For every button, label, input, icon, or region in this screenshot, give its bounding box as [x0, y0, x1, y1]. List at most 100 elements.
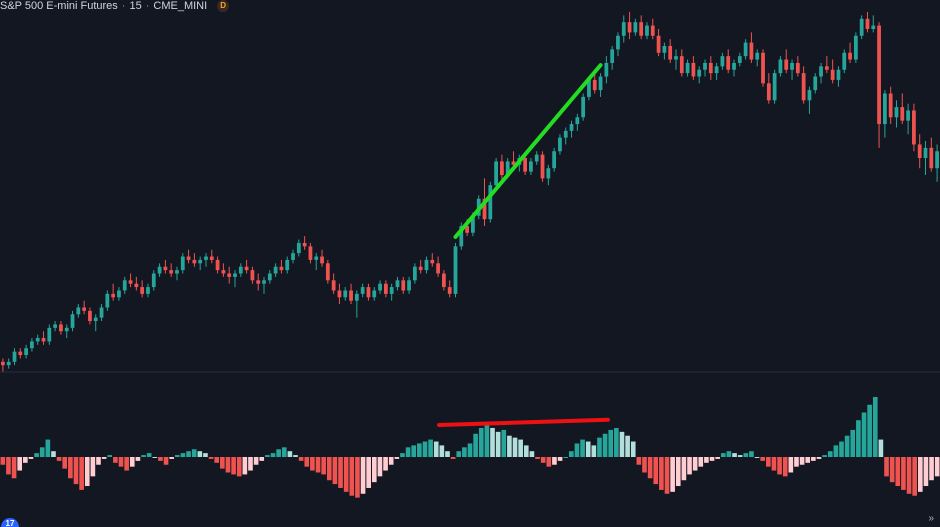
candle-body: [192, 259, 197, 264]
histogram-bar: [709, 457, 715, 461]
histogram-bar: [197, 451, 203, 457]
histogram-bar: [349, 457, 355, 496]
candle-body: [929, 147, 934, 169]
candle-body: [302, 242, 307, 247]
candle-body: [430, 259, 435, 264]
candle-body: [569, 124, 574, 131]
candle-body: [99, 307, 104, 318]
candle-body: [354, 293, 359, 301]
candle-body: [691, 62, 696, 77]
candle-body: [668, 45, 673, 60]
histogram-bar: [456, 451, 462, 457]
candle-body: [801, 73, 806, 101]
price-pane[interactable]: [1, 12, 939, 372]
scroll-to-realtime-icon[interactable]: »: [928, 513, 934, 524]
histogram-bar: [371, 457, 377, 483]
histogram-bar: [726, 451, 732, 457]
candle-body: [819, 66, 823, 77]
candle-body: [848, 52, 852, 60]
histogram-bar: [856, 420, 861, 457]
candle-body: [186, 256, 191, 260]
histogram-bar: [101, 457, 107, 459]
candle-body: [383, 283, 388, 294]
histogram-bar: [923, 457, 929, 487]
candle-body: [824, 66, 829, 70]
histogram-bar: [743, 453, 749, 457]
histogram-bar: [670, 457, 675, 492]
histogram-bar: [236, 457, 242, 477]
histogram-bar: [355, 457, 360, 498]
candle-body: [616, 35, 620, 50]
candle-body: [285, 259, 290, 271]
candle-body: [117, 290, 121, 298]
candle-body: [761, 52, 765, 84]
delayed-data-badge[interactable]: D: [217, 0, 230, 12]
candle-body: [621, 22, 626, 36]
histogram-bar: [248, 457, 253, 471]
histogram-bar: [270, 453, 276, 457]
candle-body: [836, 69, 841, 80]
candle-body: [82, 307, 87, 311]
candle-body: [314, 256, 319, 260]
oscillator-pane[interactable]: [0, 397, 940, 498]
candle-body: [378, 283, 382, 291]
histogram-bar: [552, 457, 557, 465]
histogram-bar: [73, 457, 79, 485]
candle-body: [453, 246, 458, 294]
histogram-bar: [462, 447, 467, 457]
candle-body: [372, 290, 377, 298]
histogram-bar: [315, 457, 321, 473]
candle-body: [64, 327, 69, 332]
candle-body: [256, 280, 261, 284]
histogram-bar: [467, 443, 473, 457]
histogram-bar: [129, 457, 135, 467]
histogram-bar: [906, 457, 912, 494]
candle-body: [122, 280, 127, 291]
candle-body: [337, 290, 342, 298]
histogram-bar: [822, 455, 827, 457]
histogram-bar: [827, 451, 833, 457]
candle-body: [12, 351, 17, 362]
histogram-bar: [490, 427, 495, 457]
histogram-bar: [839, 441, 844, 457]
histogram-bar: [23, 457, 28, 463]
histogram-bar: [507, 435, 512, 457]
histogram-bar: [895, 457, 901, 487]
histogram-bar: [619, 431, 625, 457]
histogram-bar: [298, 457, 304, 461]
candle-body: [859, 18, 864, 36]
histogram-bar: [473, 433, 478, 457]
candle-body: [35, 338, 40, 342]
histogram-bar: [84, 457, 90, 487]
candle-body: [923, 147, 928, 159]
histogram-bar: [90, 457, 96, 477]
histogram-bar: [6, 457, 11, 475]
histogram-bar: [203, 453, 208, 457]
histogram-bar: [39, 447, 45, 457]
candle-body: [865, 18, 870, 29]
candle-body: [325, 263, 330, 281]
chart-title-bar[interactable]: S&P 500 E-mini Futures · 15 · CME_MINI D: [0, 0, 230, 12]
histogram-bar: [383, 457, 388, 471]
candle-body: [221, 270, 226, 274]
candle-body: [41, 338, 46, 342]
histogram-bar: [51, 451, 56, 457]
histogram-bar: [17, 457, 23, 471]
tradingview-logo-icon[interactable]: 17: [0, 514, 20, 527]
candle-body: [529, 161, 533, 172]
candle-body: [546, 168, 551, 179]
histogram-bar: [777, 457, 782, 475]
candle-body: [267, 273, 272, 281]
candle-body: [169, 270, 174, 274]
candle-body: [296, 242, 301, 254]
candle-body: [291, 253, 295, 260]
histogram-bar: [265, 455, 270, 457]
histogram-bar: [394, 457, 400, 459]
candle-body: [755, 52, 760, 60]
histogram-bar: [113, 457, 118, 463]
candle-body: [708, 62, 713, 74]
histogram-bar: [169, 457, 174, 459]
candle-body: [424, 259, 429, 271]
histogram-bar: [343, 457, 349, 492]
